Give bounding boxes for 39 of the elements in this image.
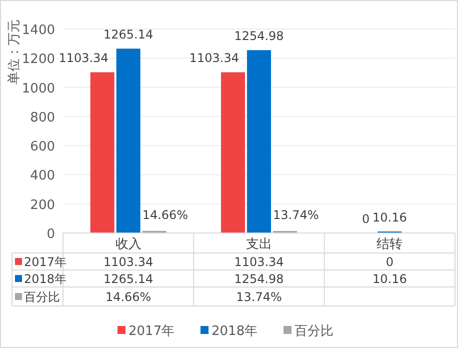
bar: [221, 72, 245, 233]
x-tick-label: 结转: [376, 237, 403, 252]
y-tick-label: 600: [30, 140, 55, 155]
text: 13.74%: [273, 208, 319, 222]
text: 1254.98: [234, 29, 284, 44]
data-label: 14.66%: [105, 290, 152, 304]
y-axis-title: 单位：万元: [7, 20, 22, 84]
y-tick-label: 800: [30, 110, 55, 126]
data-label: 1265.14: [104, 272, 154, 286]
text: 10.16: [372, 210, 407, 225]
y-tick-label: 200: [30, 198, 55, 213]
text: 1103.34: [189, 51, 239, 66]
legend-item: 2017年: [118, 324, 175, 339]
text: 14.66%: [142, 208, 188, 222]
y-tick-label: 1200: [22, 52, 55, 68]
bar: [116, 48, 140, 233]
legend-item: 百分比: [284, 324, 334, 339]
data-label: 1254.98: [234, 272, 284, 286]
y-tick-label: 0: [46, 227, 55, 242]
legend-label: 2018年: [24, 272, 67, 286]
text: 1265.14: [104, 28, 154, 42]
legend-item: 2018年: [200, 324, 258, 339]
text: 百分比: [24, 290, 60, 304]
data-label: 0: [386, 255, 394, 269]
bar: [90, 72, 114, 233]
x-tick-label: 收入: [115, 237, 142, 252]
data-label: 1103.34: [104, 255, 154, 269]
legend-label: 百分比: [294, 324, 334, 339]
bar: [247, 50, 271, 233]
text: 1103.34: [58, 51, 108, 66]
data-label: 13.74%: [236, 290, 282, 304]
data-label: 1103.34: [234, 255, 284, 269]
text: 0: [362, 212, 370, 226]
data-label: 10.16: [372, 272, 407, 286]
y-tick-label: 400: [30, 168, 55, 184]
y-tick-label: 1400: [22, 23, 55, 38]
y-tick-label: 1000: [22, 81, 55, 96]
x-tick-label: 支出: [246, 237, 272, 252]
legend-label: 2017年: [24, 255, 67, 269]
